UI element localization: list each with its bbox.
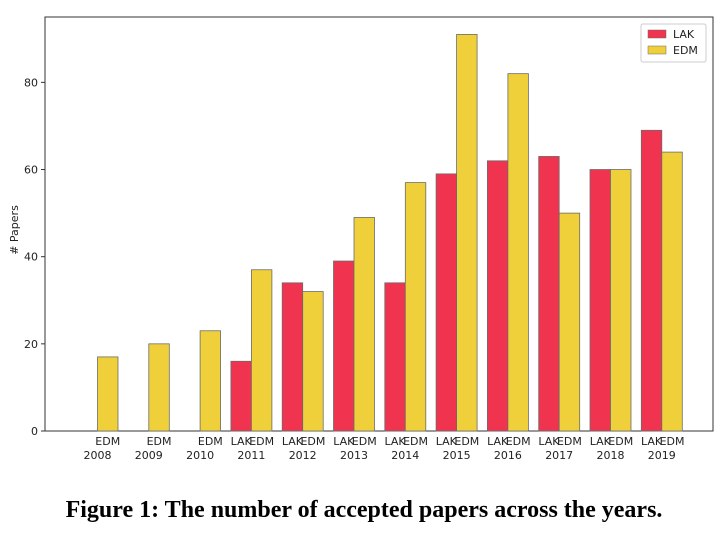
bar-edm-2017 [558, 212, 581, 432]
bar-edm-2019 [661, 151, 683, 432]
legend: LAK EDM [640, 23, 707, 63]
legend-swatch-lak [647, 29, 667, 39]
bar-lak-2015 [435, 173, 458, 432]
x-tick-label-series: EDM [95, 435, 120, 448]
x-tick-label-series: EDM [198, 435, 223, 448]
bar-lak-2014 [384, 282, 406, 432]
bar-edm-2010 [199, 330, 222, 432]
bar-lak-2012 [281, 282, 304, 432]
legend-swatch-edm [647, 45, 667, 55]
x-tick-label-year: 2018 [597, 449, 625, 462]
x-tick-label-series: EDM [660, 435, 685, 448]
x-tick-label-year: 2008 [84, 449, 112, 462]
x-tick-label-series: LAK [282, 435, 304, 448]
y-tick-label: 80 [24, 76, 38, 89]
y-tick-label: 60 [24, 164, 38, 177]
bar-edm-2018 [610, 169, 632, 432]
x-tick-label-series: LAK [436, 435, 458, 448]
bar-lak-2011 [230, 360, 252, 432]
bar-lak-2019 [640, 129, 663, 432]
x-tick-label-series: EDM [147, 435, 172, 448]
bar-edm-2013 [353, 217, 375, 432]
x-tick-label-year: 2009 [135, 449, 163, 462]
y-axis: 0 20 40 60 80 [24, 76, 45, 438]
x-tick-label-series: EDM [454, 435, 479, 448]
x-tick-label-series: LAK [333, 435, 355, 448]
bar-edm-2011 [250, 269, 273, 432]
bar-edm-2012 [302, 291, 324, 432]
x-tick-label-year: 2016 [494, 449, 522, 462]
x-tick-label-series: EDM [608, 435, 633, 448]
x-tick-label-year: 2010 [186, 449, 214, 462]
x-tick-label-series: LAK [487, 435, 509, 448]
figure-caption: Figure 1: The number of accepted papers … [65, 497, 663, 523]
x-tick-label-year: 2019 [648, 449, 676, 462]
bar-edm-2016 [507, 73, 529, 432]
x-tick-label-series: LAK [231, 435, 253, 448]
bar-lak-2018 [589, 169, 611, 432]
x-tick-label-series: LAK [641, 435, 663, 448]
x-tick-label-year: 2015 [443, 449, 471, 462]
bar-lak-2013 [333, 260, 355, 432]
x-tick-label-series: LAK [590, 435, 612, 448]
y-tick-label: 40 [24, 251, 38, 264]
x-tick-label-year: 2013 [340, 449, 368, 462]
bar-edm-2015 [456, 34, 478, 432]
bar-edm-2009 [148, 343, 170, 432]
x-axis-labels: EDM2008EDM2009EDM2010LAKEDM2011LAKEDM201… [84, 435, 685, 462]
x-tick-label-series: EDM [506, 435, 531, 448]
x-tick-label-series: LAK [384, 435, 406, 448]
bar-lak-2016 [486, 160, 509, 432]
x-tick-label-series: EDM [352, 435, 377, 448]
bar-edm-2014 [404, 182, 427, 432]
x-tick-label-series: EDM [557, 435, 582, 448]
plot-frame [44, 16, 714, 432]
x-tick-label-year: 2012 [289, 449, 317, 462]
y-tick-label: 20 [24, 338, 38, 351]
x-tick-label-series: EDM [249, 435, 274, 448]
y-axis-label: # Papers [8, 205, 21, 255]
x-tick-label-year: 2017 [545, 449, 573, 462]
x-tick-label-series: EDM [403, 435, 428, 448]
bars [97, 34, 683, 432]
y-tick-label: 0 [31, 425, 38, 438]
legend-label-edm: EDM [673, 44, 698, 57]
x-tick-label-series: EDM [300, 435, 325, 448]
bar-edm-2008 [97, 356, 119, 432]
x-tick-label-year: 2011 [237, 449, 265, 462]
legend-label-lak: LAK [673, 28, 695, 41]
bar-lak-2017 [538, 156, 560, 432]
x-tick-label-series: LAK [538, 435, 560, 448]
x-tick-label-year: 2014 [391, 449, 419, 462]
